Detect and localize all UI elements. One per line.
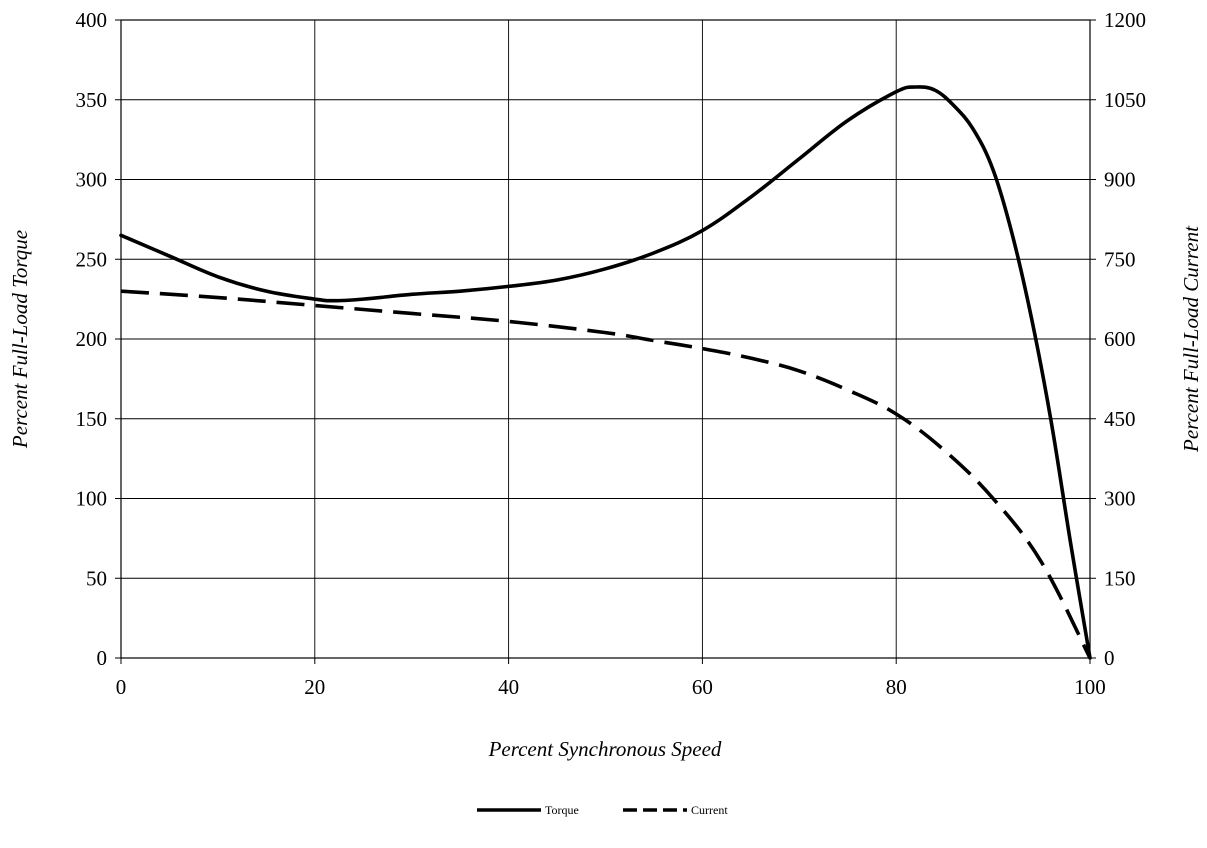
x-tick-label-0: 0 [116,675,127,699]
left-tick-label-4: 200 [76,327,108,351]
x-axis-title: Percent Synchronous Speed [488,737,722,761]
y2-axis-title: Percent Full-Load Current [1179,225,1203,453]
left-tick-label-2: 100 [76,487,108,511]
left-tick-label-0: 0 [97,646,108,670]
legend-label-current: Current [691,803,728,817]
y-axis-title: Percent Full-Load Torque [8,230,32,449]
right-axis-ticks: 0 150 300 450 600 750 900 1050 1200 [1090,8,1146,670]
left-tick-label-7: 350 [76,88,108,112]
right-tick-label-3: 450 [1104,407,1136,431]
x-tick-label-5: 100 [1074,675,1106,699]
legend: Torque Current [477,803,728,817]
series-layer [119,85,1092,660]
grid-lines [121,20,1090,658]
x-tick-label-1: 20 [304,675,325,699]
right-tick-label-2: 300 [1104,487,1136,511]
x-tick-label-2: 40 [498,675,519,699]
left-tick-label-8: 400 [76,8,108,32]
left-tick-label-3: 150 [76,407,108,431]
x-axis-ticks: 0 20 40 60 80 100 [116,658,1106,699]
left-tick-label-6: 300 [76,168,108,192]
right-tick-label-5: 750 [1104,247,1136,271]
right-tick-label-7: 1050 [1104,88,1146,112]
series-line-torque [119,85,1092,660]
right-tick-label-0: 0 [1104,646,1115,670]
right-tick-label-1: 150 [1104,566,1136,590]
x-tick-label-3: 60 [692,675,713,699]
legend-label-torque: Torque [545,803,579,817]
series-line-current [120,289,1092,659]
right-tick-label-4: 600 [1104,327,1136,351]
left-axis-ticks: 0 50 100 150 200 250 300 350 400 [76,8,121,670]
right-tick-label-6: 900 [1104,168,1136,192]
left-tick-label-1: 50 [86,566,107,590]
right-tick-label-8: 1200 [1104,8,1146,32]
left-tick-label-5: 250 [76,247,108,271]
x-tick-label-4: 80 [886,675,907,699]
